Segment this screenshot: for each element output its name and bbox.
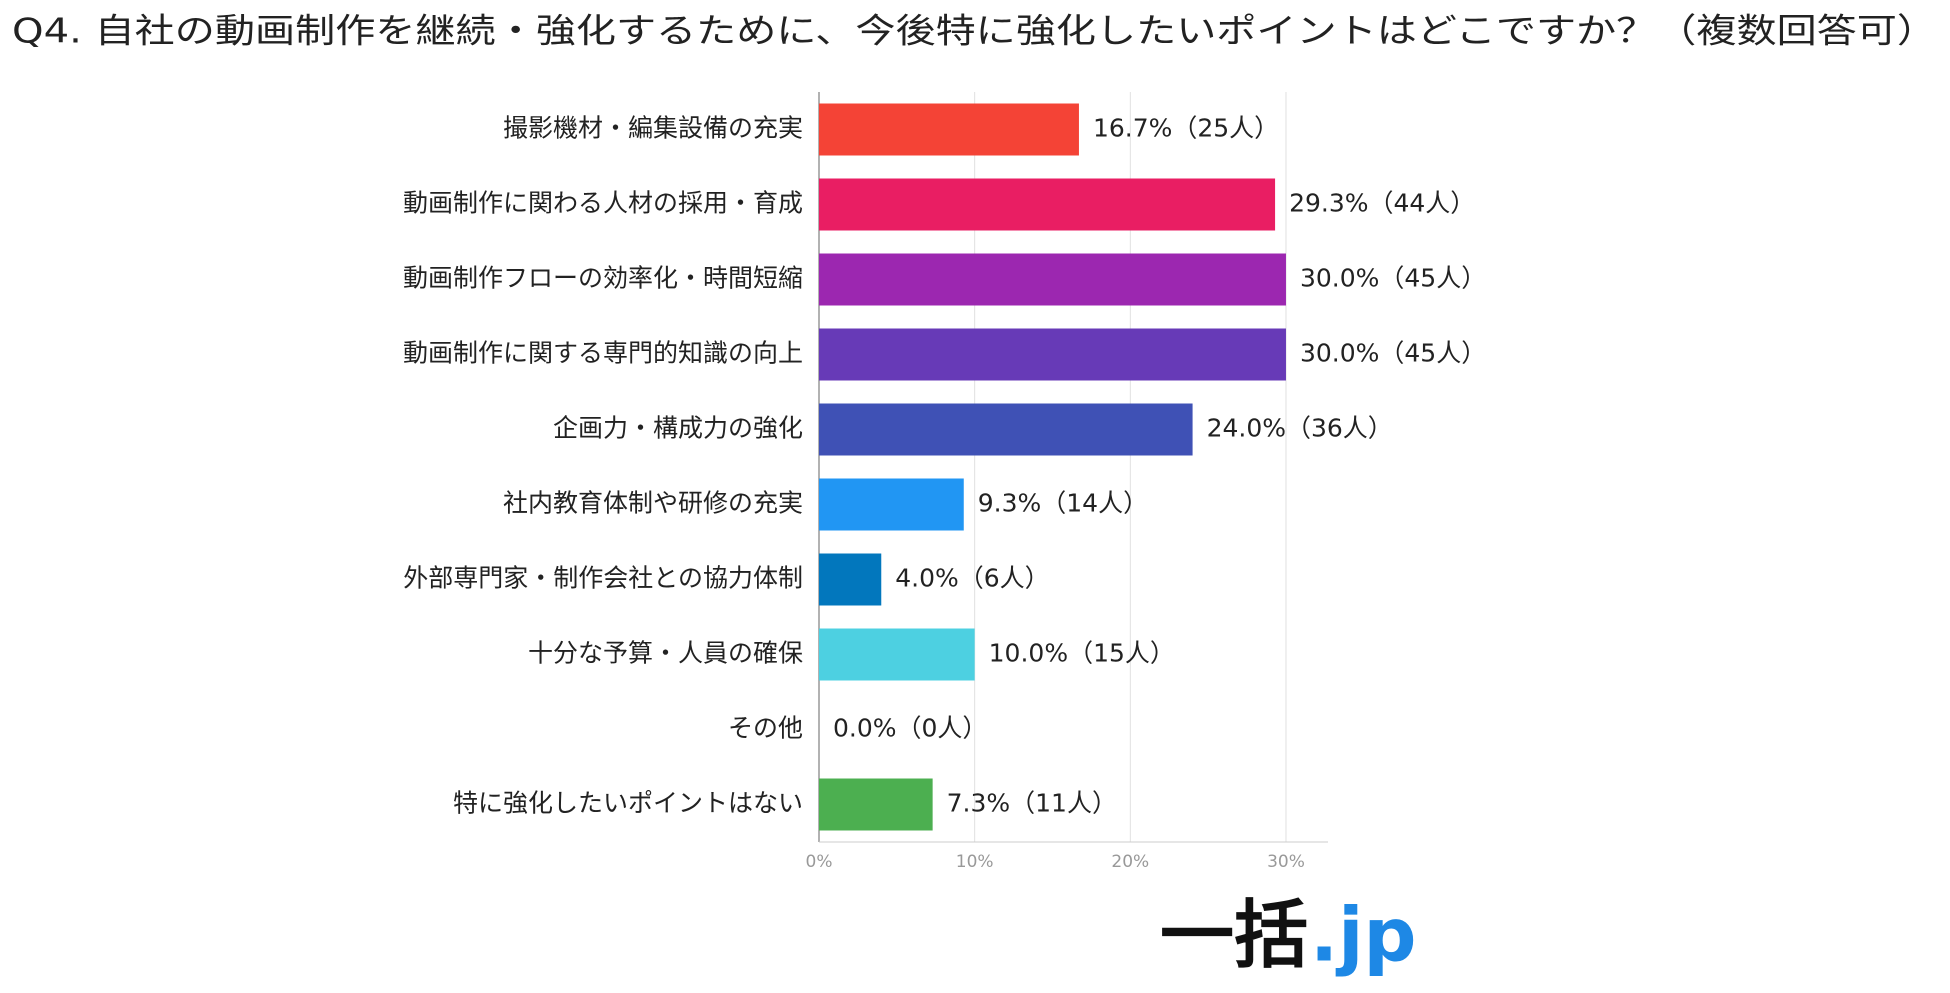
y-tick-label: 外部専門家・制作会社との協力体制 [403,564,803,593]
logo-suffix: .jp [1310,893,1416,979]
y-tick-label: 動画制作に関わる人材の採用・育成 [403,189,803,218]
x-tick-label: 30% [1267,852,1305,872]
value-label: 0.0%（0人） [833,714,987,743]
bar [819,553,882,606]
value-label: 16.7%（25人） [1093,114,1279,143]
bar [819,178,1276,231]
y-tick-label: 特に強化したいポイントはない [453,789,803,818]
bar [819,628,975,681]
value-label: 7.3%（11人） [947,789,1117,818]
value-label: 30.0%（45人） [1300,339,1486,368]
bar [819,328,1286,381]
value-label: 29.3%（44人） [1289,189,1475,218]
bar [819,778,933,831]
y-tick-label: その他 [728,714,803,743]
bar [819,253,1286,306]
y-tick-label: 動画制作フローの効率化・時間短縮 [403,264,803,293]
y-tick-label: 動画制作に関する専門的知識の向上 [403,339,803,368]
value-label: 10.0%（15人） [989,639,1175,668]
logo-main: 一括 [1160,893,1308,979]
value-label: 24.0%（36人） [1207,414,1393,443]
bar [819,478,964,531]
y-tick-label: 社内教育体制や研修の充実 [503,489,803,518]
bar [819,403,1193,456]
value-label: 9.3%（14人） [978,489,1148,518]
x-tick-label: 0% [806,852,833,872]
value-label: 30.0%（45人） [1300,264,1486,293]
chart-title: Q4. 自社の動画制作を継続・強化するために、今後特に強化したいポイントはどこで… [12,12,1937,52]
x-tick-label: 20% [1111,852,1149,872]
y-tick-label: 企画力・構成力の強化 [553,414,803,443]
y-tick-label: 十分な予算・人員の確保 [528,639,803,668]
x-tick-label: 10% [956,852,994,872]
value-label: 4.0%（6人） [895,564,1049,593]
bar [819,103,1079,156]
y-tick-label: 撮影機材・編集設備の充実 [503,114,803,143]
